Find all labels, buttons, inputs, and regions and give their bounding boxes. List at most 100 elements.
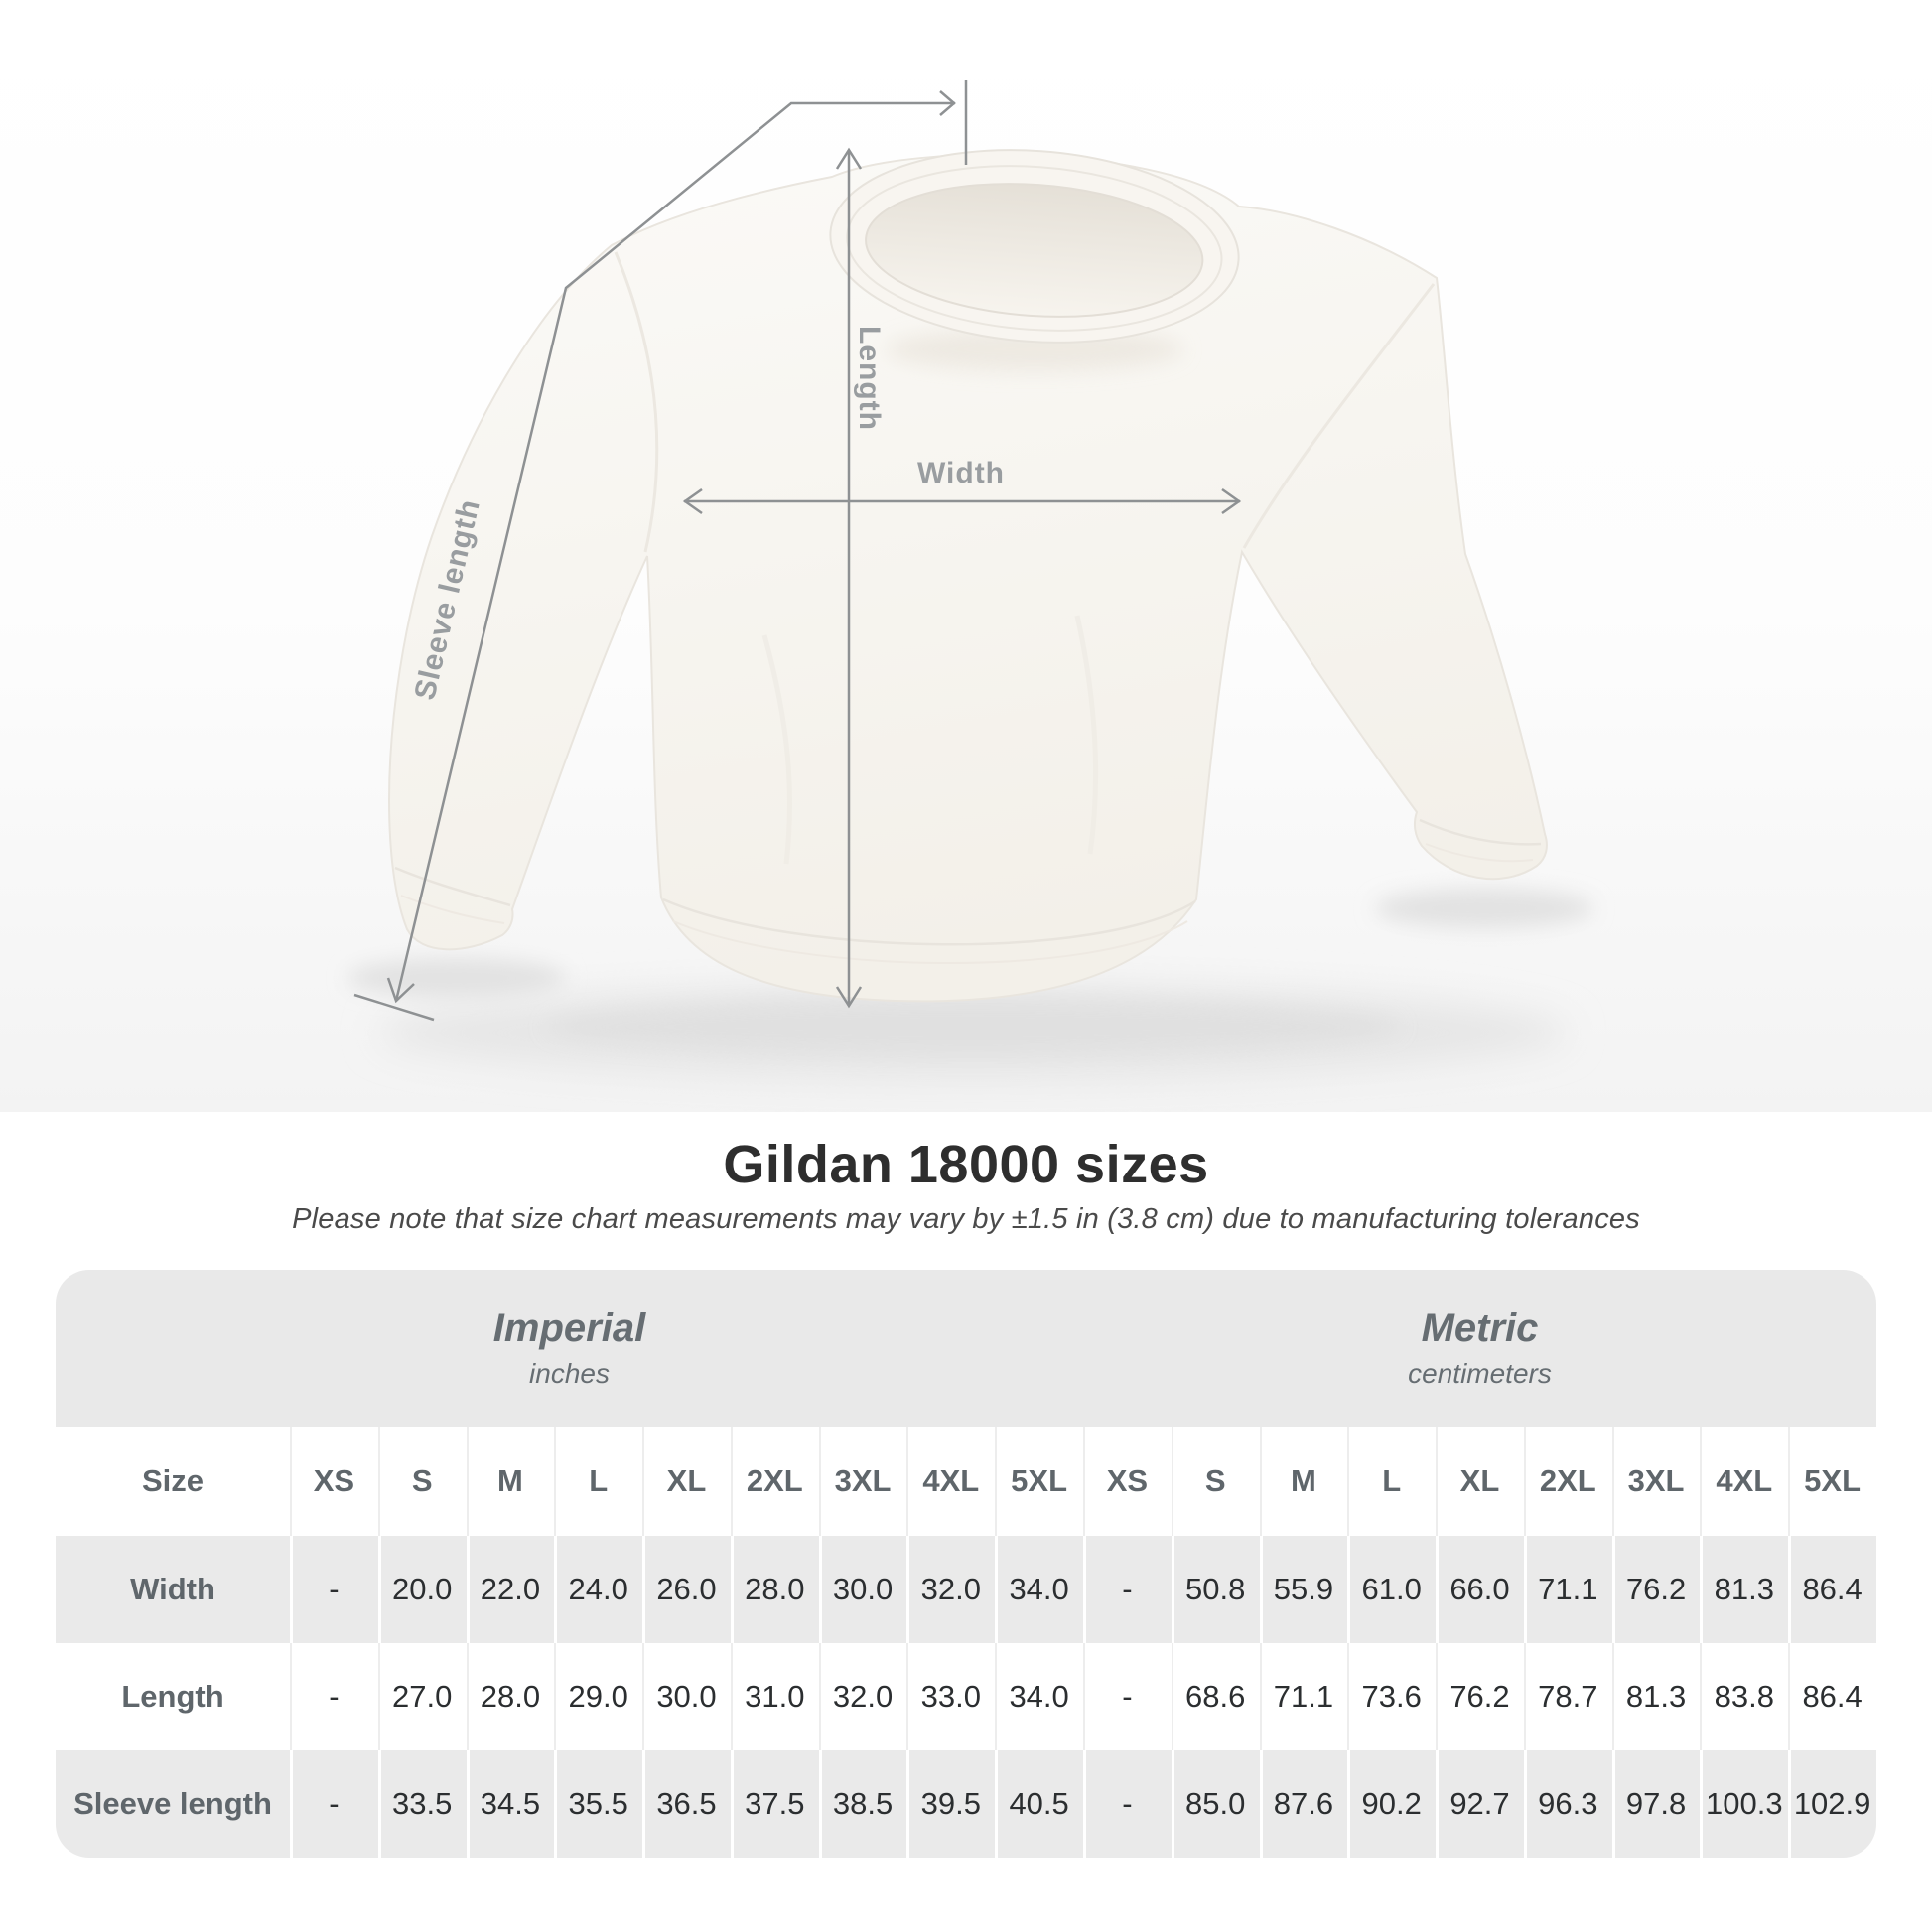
value-cell: 97.8 xyxy=(1611,1750,1701,1858)
size-col-header: 2XL xyxy=(730,1427,819,1536)
size-header-label: Size xyxy=(56,1427,290,1536)
value-cell: 28.0 xyxy=(730,1536,819,1643)
value-cell: 66.0 xyxy=(1436,1536,1524,1643)
value-cell: 34.5 xyxy=(466,1750,555,1858)
size-col-header: XL xyxy=(1436,1427,1524,1536)
fabric-fold xyxy=(761,634,792,865)
unit-group-sublabel: inches xyxy=(529,1358,610,1389)
dimension-lines xyxy=(353,80,1242,1022)
size-col-header: M xyxy=(1259,1427,1348,1536)
size-col-header: M xyxy=(466,1427,555,1536)
value-cell: 83.8 xyxy=(1700,1643,1789,1750)
empty-cell: - xyxy=(1083,1750,1172,1858)
page-title: Gildan 18000 sizes xyxy=(723,1135,1209,1194)
value-cell: 81.3 xyxy=(1700,1536,1789,1643)
hem-band-seam xyxy=(662,897,1196,946)
size-col-header: S xyxy=(1171,1427,1260,1536)
value-cell: 76.2 xyxy=(1436,1643,1524,1750)
value-cell: 29.0 xyxy=(554,1643,643,1750)
empty-cell: - xyxy=(290,1750,378,1858)
empty-cell: - xyxy=(1083,1536,1172,1643)
left-cuff-rib xyxy=(400,895,505,924)
value-cell: 38.5 xyxy=(818,1750,907,1858)
length-label: Length xyxy=(853,326,886,431)
left-cuff-seam xyxy=(394,866,511,907)
value-cell: 31.0 xyxy=(730,1643,819,1750)
unit-group-metric: Metric centimeters xyxy=(1083,1270,1876,1427)
value-cell: 28.0 xyxy=(466,1643,555,1750)
value-cell: 32.0 xyxy=(818,1643,907,1750)
value-cell: 86.4 xyxy=(1788,1643,1876,1750)
product-photo: Width Length Sleeve length xyxy=(0,0,1932,1112)
size-col-header: XS xyxy=(290,1427,378,1536)
value-cell: 90.2 xyxy=(1347,1750,1437,1858)
value-cell: 96.3 xyxy=(1523,1750,1612,1858)
unit-group-label: Imperial xyxy=(492,1307,646,1350)
collar xyxy=(829,149,1240,344)
value-cell: 35.5 xyxy=(554,1750,643,1858)
value-cell: 34.0 xyxy=(995,1643,1083,1750)
fabric-fold xyxy=(1074,615,1099,855)
right-cuff-rib xyxy=(1425,843,1534,863)
value-cell: 36.5 xyxy=(642,1750,731,1858)
sweatshirt-illustration xyxy=(387,149,1548,1003)
hem-band-rib xyxy=(672,920,1188,964)
value-cell: 39.5 xyxy=(906,1750,996,1858)
size-col-header: 5XL xyxy=(995,1427,1083,1536)
value-cell: 73.6 xyxy=(1347,1643,1437,1750)
value-cell: 87.6 xyxy=(1259,1750,1348,1858)
value-cell: 92.7 xyxy=(1436,1750,1524,1858)
width-label: Width xyxy=(917,457,1005,489)
width-dimension-line xyxy=(682,487,1242,515)
unit-group-label: Metric xyxy=(1421,1307,1539,1350)
value-cell: 33.0 xyxy=(906,1643,996,1750)
value-cell: 50.8 xyxy=(1171,1536,1260,1643)
size-chart-table: Imperial inches Metric centimeters Size XS S M L… xyxy=(56,1270,1876,1858)
value-cell: 34.0 xyxy=(995,1536,1083,1643)
value-cell: 30.0 xyxy=(642,1643,731,1750)
size-col-header: S xyxy=(377,1427,467,1536)
value-cell: 33.5 xyxy=(377,1750,467,1858)
size-col-header: 5XL xyxy=(1788,1427,1876,1536)
size-col-header: XS xyxy=(1083,1427,1172,1536)
value-cell: 76.2 xyxy=(1611,1536,1701,1643)
value-cell: 20.0 xyxy=(377,1536,467,1643)
value-cell: 81.3 xyxy=(1611,1643,1701,1750)
value-cell: 100.3 xyxy=(1700,1750,1789,1858)
value-cell: 71.1 xyxy=(1523,1536,1612,1643)
value-cell: 40.5 xyxy=(995,1750,1083,1858)
value-cell: 27.0 xyxy=(377,1643,467,1750)
row-label: Width xyxy=(56,1536,290,1643)
empty-cell: - xyxy=(1083,1643,1172,1750)
value-cell: 71.1 xyxy=(1259,1643,1348,1750)
size-col-header: 2XL xyxy=(1523,1427,1612,1536)
sleeve-length-dimension-line xyxy=(353,80,968,1022)
empty-cell: - xyxy=(290,1643,378,1750)
value-cell: 68.6 xyxy=(1171,1643,1260,1750)
row-label: Length xyxy=(56,1643,290,1750)
value-cell: 86.4 xyxy=(1788,1536,1876,1643)
value-cell: 26.0 xyxy=(642,1536,731,1643)
size-col-header: XL xyxy=(642,1427,731,1536)
tolerance-note: Please note that size chart measurements… xyxy=(292,1203,1640,1235)
row-label: Sleeve length xyxy=(56,1750,290,1858)
size-col-header: 4XL xyxy=(906,1427,996,1536)
floor-shadow xyxy=(347,889,1593,1080)
value-cell: 55.9 xyxy=(1259,1536,1348,1643)
value-cell: 78.7 xyxy=(1523,1643,1612,1750)
empty-cell: - xyxy=(290,1536,378,1643)
value-cell: 102.9 xyxy=(1788,1750,1876,1858)
left-armhole-seam xyxy=(614,251,659,553)
value-cell: 24.0 xyxy=(554,1536,643,1643)
unit-group-sublabel: centimeters xyxy=(1408,1358,1552,1389)
size-col-header: 3XL xyxy=(818,1427,907,1536)
value-cell: 61.0 xyxy=(1347,1536,1437,1643)
value-cell: 22.0 xyxy=(466,1536,555,1643)
value-cell: 37.5 xyxy=(730,1750,819,1858)
length-dimension-line xyxy=(835,147,863,1009)
value-cell: 85.0 xyxy=(1171,1750,1260,1858)
size-col-header: 4XL xyxy=(1700,1427,1789,1536)
sweatshirt-diagram: Width Length Sleeve length xyxy=(347,80,1593,1080)
size-col-header: L xyxy=(554,1427,643,1536)
size-col-header: 3XL xyxy=(1611,1427,1701,1536)
